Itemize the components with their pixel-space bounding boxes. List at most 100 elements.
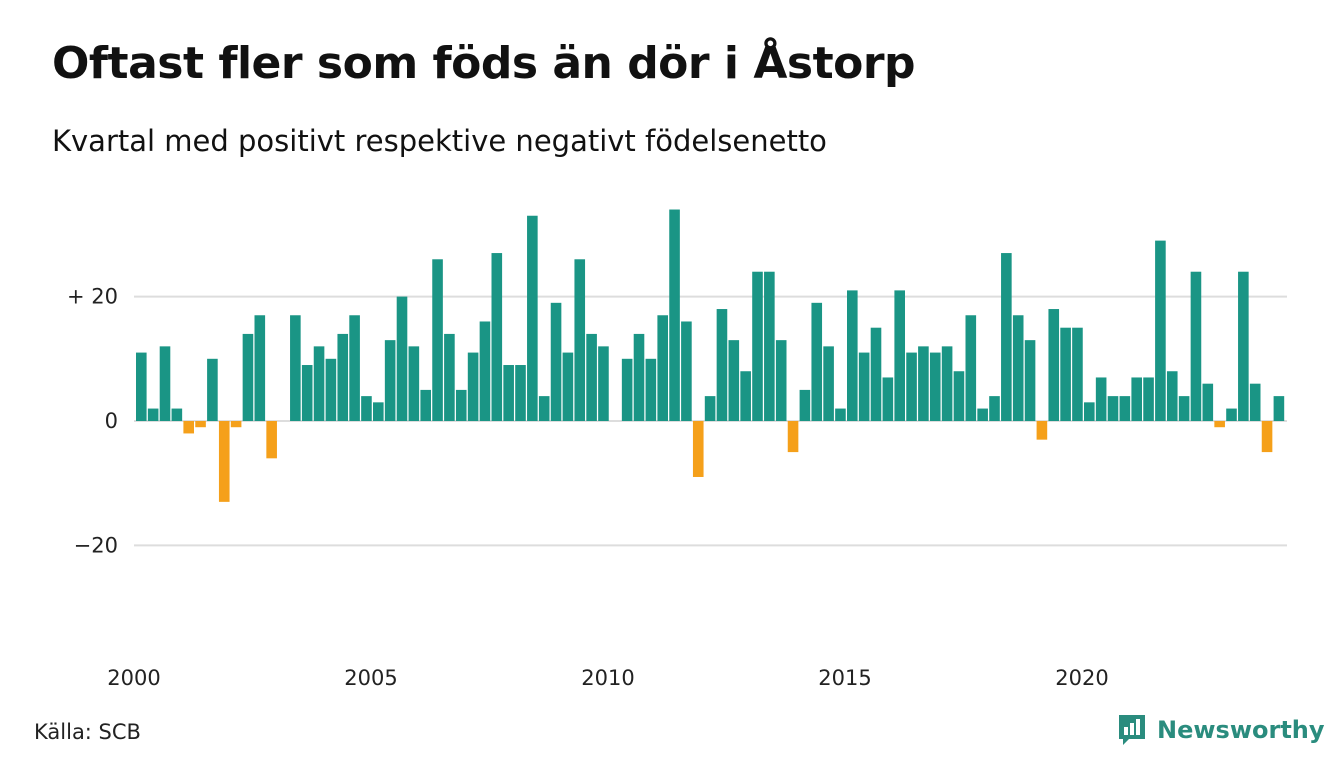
bar-positive — [1131, 377, 1142, 421]
bar-positive — [1249, 383, 1261, 421]
bar-positive — [586, 333, 597, 421]
chart-title: Oftast fler som föds än dör i Åstorp — [52, 38, 916, 89]
bar-positive — [562, 352, 574, 421]
bar-negative — [195, 421, 206, 428]
bar-negative — [218, 421, 230, 502]
bar-positive — [1012, 315, 1024, 421]
bar-positive — [1072, 327, 1083, 421]
bar-positive — [1226, 408, 1237, 421]
bar-positive — [1095, 377, 1107, 421]
bar-positive — [420, 389, 431, 421]
bar-negative — [1214, 421, 1225, 428]
bar-positive — [538, 396, 550, 421]
bar-negative — [230, 421, 242, 428]
bar-positive — [965, 315, 977, 421]
bar-positive — [550, 302, 562, 421]
bar-positive — [669, 209, 680, 421]
bar-positive — [1273, 396, 1285, 421]
bar-positive — [432, 259, 443, 421]
brand-logo[interactable]: Newsworthy — [1117, 713, 1325, 747]
bar-positive — [1166, 371, 1178, 421]
bar-negative — [692, 421, 704, 477]
bar-positive — [527, 215, 538, 421]
x-tick-label: 2020 — [1055, 666, 1108, 690]
bar-positive — [1155, 240, 1166, 421]
x-axis-ticks: 2000 2005 2010 2015 2020 — [107, 666, 1108, 690]
bar-positive — [835, 408, 846, 421]
bar-positive — [361, 396, 372, 421]
bar-positive — [384, 340, 396, 421]
bar-positive — [159, 346, 171, 421]
bar-positive — [728, 340, 740, 421]
x-tick-label: 2005 — [344, 666, 397, 690]
bar-positive — [1238, 271, 1249, 421]
bar-positive — [870, 327, 882, 421]
bar-positive — [775, 340, 787, 421]
bar-negative — [183, 421, 194, 434]
bar-positive — [337, 333, 349, 421]
bar-positive — [918, 346, 929, 421]
newsworthy-logo-icon — [1119, 715, 1145, 745]
source-note: Källa: SCB — [34, 720, 141, 744]
bar-positive — [1202, 383, 1214, 421]
bar-positive — [847, 290, 858, 421]
bar-positive — [1001, 253, 1012, 421]
x-tick-label: 2010 — [581, 666, 634, 690]
bar-positive — [1190, 271, 1202, 421]
y-tick-label: + 20 — [67, 285, 118, 309]
bar-positive — [1060, 327, 1071, 421]
bar-positive — [621, 358, 633, 421]
bar-positive — [1084, 402, 1095, 421]
bar-positive — [147, 408, 159, 421]
bar-positive — [301, 365, 313, 421]
bar-positive — [1024, 340, 1036, 421]
bar-positive — [704, 396, 716, 421]
bar-positive — [645, 358, 657, 421]
bar-positive — [657, 315, 668, 421]
bar-positive — [515, 365, 526, 421]
bar-positive — [467, 352, 479, 421]
bar-positive — [325, 358, 337, 421]
bar-positive — [1178, 396, 1190, 421]
bar-positive — [1107, 396, 1119, 421]
bar-positive — [953, 371, 965, 421]
bar-positive — [1048, 309, 1060, 421]
bar-positive — [1143, 377, 1154, 421]
bar-positive — [858, 352, 870, 421]
bar-positive — [894, 290, 905, 421]
bar-positive — [373, 402, 384, 421]
bar-positive — [503, 365, 514, 421]
bar-positive — [444, 333, 455, 421]
bar-positive — [882, 377, 894, 421]
bars — [136, 209, 1285, 502]
bar-positive — [242, 333, 254, 421]
bar-positive — [598, 346, 609, 421]
bar-positive — [491, 253, 503, 421]
bar-positive — [349, 315, 360, 421]
bar-positive — [799, 389, 811, 421]
bar-positive — [989, 396, 1000, 421]
bar-negative — [1261, 421, 1273, 453]
bar-positive — [752, 271, 763, 421]
x-tick-label: 2000 — [107, 666, 160, 690]
bar-positive — [681, 321, 692, 421]
bar-positive — [823, 346, 834, 421]
bar-positive — [1119, 396, 1131, 421]
bar-positive — [574, 259, 586, 421]
brand-name: Newsworthy — [1157, 716, 1325, 744]
bar-positive — [740, 371, 751, 421]
bar-positive — [811, 302, 823, 421]
bar-positive — [136, 352, 147, 421]
x-tick-label: 2015 — [818, 666, 871, 690]
bar-positive — [929, 352, 941, 421]
bar-positive — [479, 321, 491, 421]
bar-negative — [787, 421, 799, 453]
bar-positive — [455, 389, 467, 421]
bar-positive — [906, 352, 917, 421]
bar-positive — [633, 333, 645, 421]
chart-subtitle: Kvartal med positivt respektive negativt… — [52, 124, 827, 158]
bar-positive — [408, 346, 420, 421]
bar-positive — [764, 271, 775, 421]
bar-positive — [941, 346, 953, 421]
